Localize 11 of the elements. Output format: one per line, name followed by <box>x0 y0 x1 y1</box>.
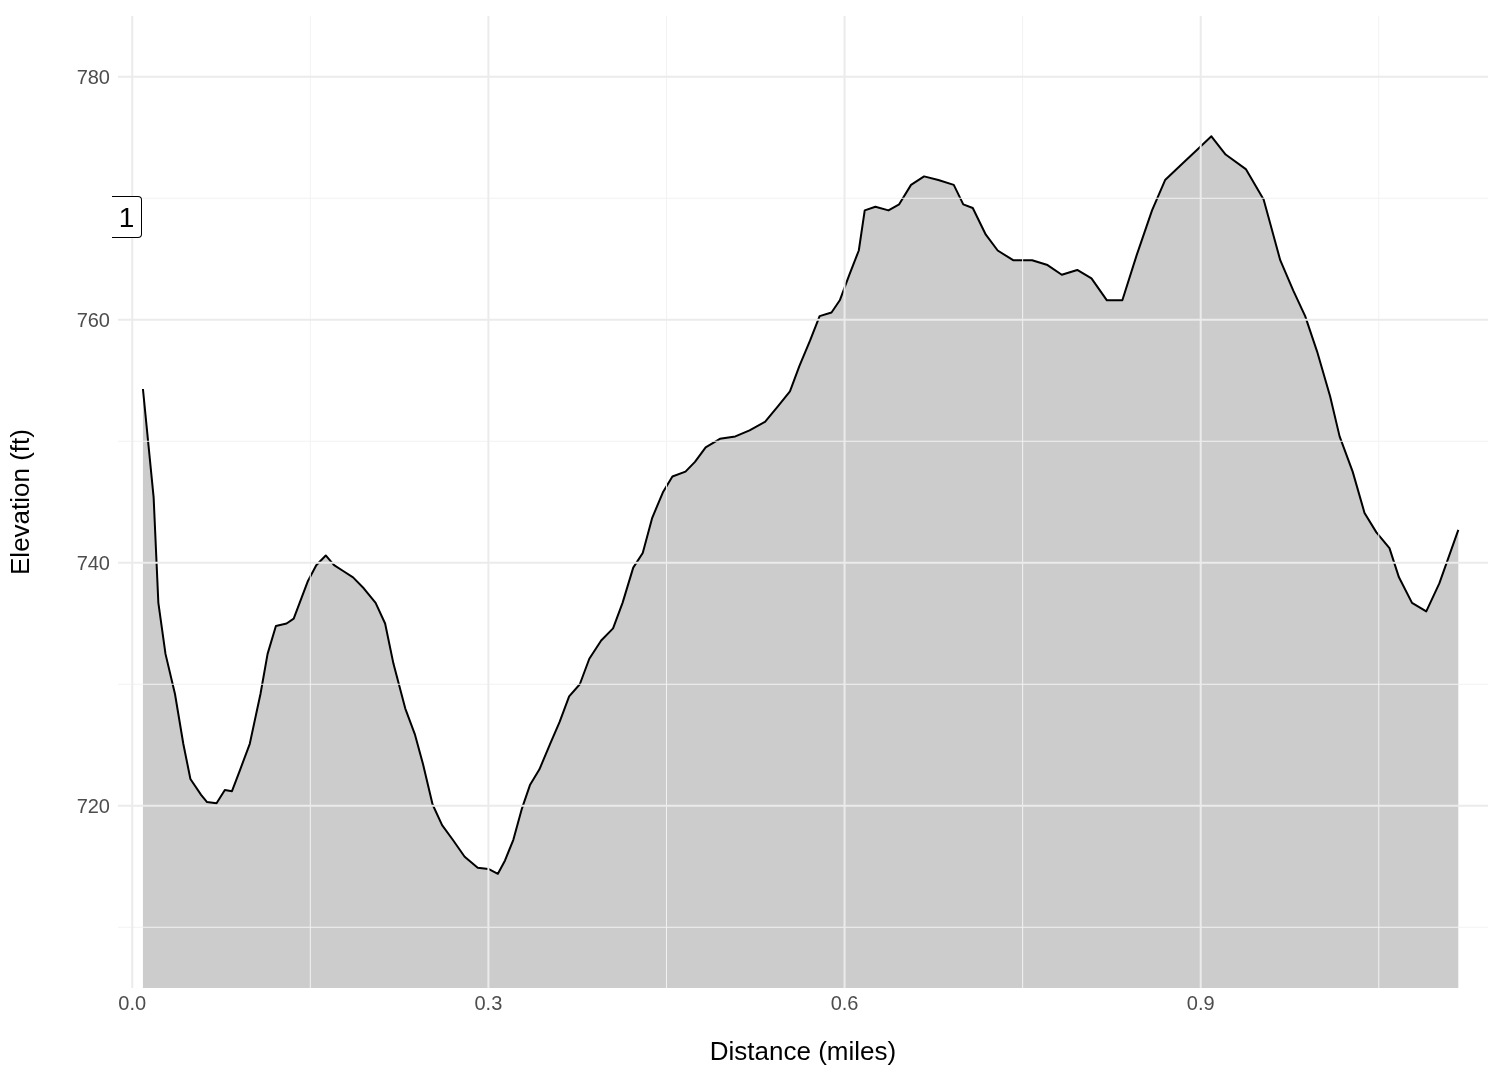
annotation: 1 <box>112 196 142 238</box>
x-tick-label: 0.6 <box>830 992 859 1015</box>
y-tick-label: 760 <box>76 308 110 331</box>
y-tick-label: 720 <box>76 794 110 817</box>
y-tick-label: 740 <box>76 551 110 574</box>
y-tick-label: 780 <box>76 65 110 88</box>
y-axis-title: Elevation (ft) <box>5 429 36 575</box>
x-tick-label: 0.9 <box>1186 992 1215 1015</box>
x-tick-label: 0.0 <box>118 992 147 1015</box>
x-axis-title: Distance (miles) <box>709 1036 897 1066</box>
x-tick-label: 0.3 <box>474 992 503 1015</box>
